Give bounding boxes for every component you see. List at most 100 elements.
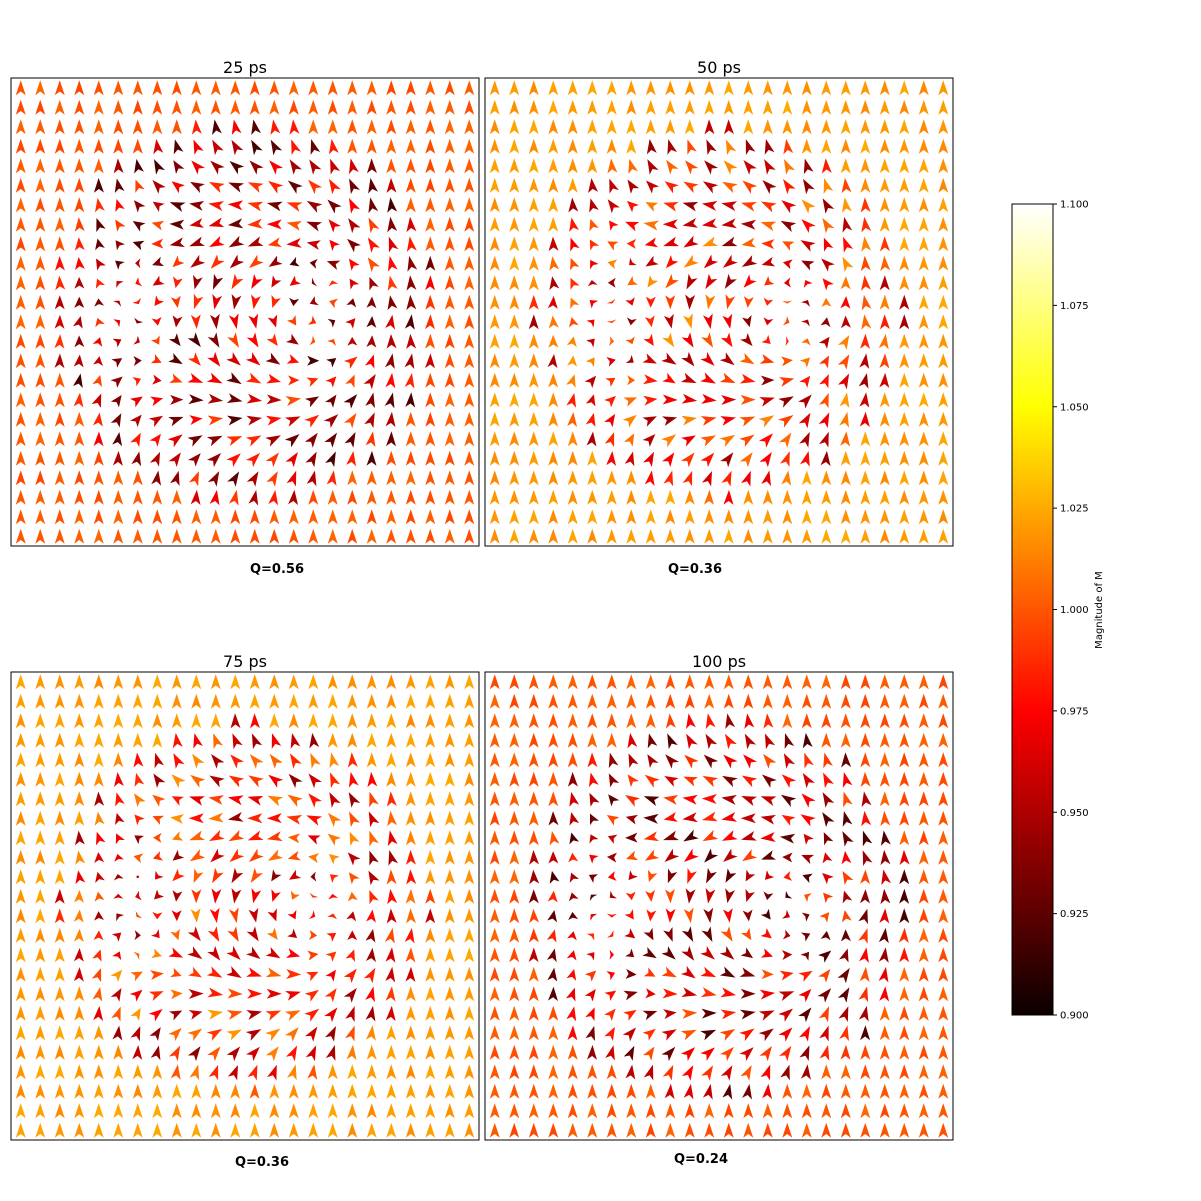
magnetization-arrow	[782, 693, 793, 709]
magnetization-arrow	[113, 509, 124, 525]
magnetization-arrow	[464, 275, 475, 291]
magnetization-arrow	[569, 217, 579, 232]
magnetization-arrow	[509, 849, 520, 865]
magnetization-arrow	[54, 810, 65, 826]
magnetization-arrow	[35, 849, 46, 865]
magnetization-arrow	[365, 431, 376, 447]
magnetization-arrow	[308, 179, 323, 195]
magnetization-arrow	[799, 375, 811, 388]
magnetization-arrow	[918, 528, 929, 544]
magnetization-arrow	[132, 1064, 143, 1080]
magnetization-arrow	[567, 80, 578, 96]
magnetization-arrow	[226, 1046, 241, 1062]
magnetization-arrow	[328, 853, 340, 865]
magnetization-arrow	[840, 1044, 851, 1060]
magnetization-arrow	[549, 831, 560, 846]
magnetization-arrow	[529, 869, 540, 885]
magnetization-arrow	[324, 1026, 337, 1042]
magnetization-arrow	[227, 332, 240, 348]
magnetization-arrow	[190, 254, 206, 268]
magnetization-arrow	[528, 693, 539, 709]
magnetization-arrow	[625, 297, 635, 306]
magnetization-arrow	[227, 471, 240, 487]
magnetization-arrow	[860, 431, 871, 447]
magnetization-arrow	[265, 1046, 279, 1062]
magnetization-arrow	[464, 314, 475, 330]
magnetization-arrow	[938, 1044, 949, 1060]
magnetization-arrow	[265, 1028, 281, 1042]
magnetization-arrow	[918, 674, 929, 690]
magnetization-arrow	[821, 258, 835, 272]
magnetization-arrow	[661, 946, 676, 960]
magnetization-arrow	[15, 908, 26, 924]
magnetization-arrow	[861, 314, 872, 330]
magnetization-arrow	[54, 849, 65, 865]
magnetization-arrow	[444, 99, 455, 115]
magnetization-arrow	[405, 1064, 416, 1080]
magnetization-arrow	[170, 967, 182, 978]
magnetization-arrow	[570, 257, 580, 271]
magnetization-arrow	[227, 200, 244, 211]
magnetization-arrow	[210, 674, 221, 690]
magnetization-arrow	[207, 926, 220, 942]
magnetization-arrow	[803, 279, 813, 288]
magnetization-arrow	[288, 773, 303, 789]
magnetization-arrow	[800, 951, 810, 961]
magnetization-arrow	[899, 1044, 910, 1060]
arrow-field	[489, 674, 949, 1138]
magnetization-arrow	[626, 99, 637, 115]
magnetization-arrow	[115, 219, 126, 232]
magnetization-arrow	[289, 256, 300, 267]
magnetization-arrow	[92, 987, 103, 1002]
magnetization-arrow	[548, 80, 559, 96]
magnetization-arrow	[803, 833, 814, 845]
magnetization-arrow	[444, 489, 455, 505]
magnetization-arrow	[230, 99, 241, 115]
magnetization-arrow	[93, 177, 104, 193]
magnetization-arrow	[822, 812, 835, 828]
magnetization-arrow	[172, 868, 185, 882]
magnetization-arrow	[172, 890, 183, 902]
magnetization-arrow	[366, 99, 377, 115]
magnetization-arrow	[35, 1064, 46, 1080]
magnetization-arrow	[35, 216, 46, 232]
magnetization-arrow	[328, 138, 339, 155]
magnetization-arrow	[54, 713, 65, 729]
magnetization-arrow	[405, 528, 416, 544]
magnetization-arrow	[567, 771, 578, 787]
magnetization-arrow	[667, 139, 678, 155]
magnetization-arrow	[386, 528, 397, 544]
magnetization-arrow	[587, 713, 598, 729]
magnetization-arrow	[171, 489, 182, 505]
magnetization-arrow	[681, 1065, 694, 1081]
magnetization-arrow	[366, 489, 377, 505]
magnetization-arrow	[444, 849, 455, 865]
magnetization-arrow	[569, 812, 580, 826]
colorbar-tick-label: 1.025	[1060, 504, 1089, 515]
magnetization-arrow	[405, 392, 416, 408]
magnetization-arrow	[327, 674, 338, 690]
magnetization-arrow	[762, 528, 773, 544]
magnetization-arrow	[665, 713, 676, 729]
magnetization-arrow	[719, 966, 736, 978]
magnetization-arrow	[586, 431, 597, 447]
magnetization-arrow	[528, 674, 539, 690]
magnetization-arrow	[309, 929, 318, 940]
magnetization-arrow	[348, 771, 359, 788]
magnetization-arrow	[628, 870, 638, 881]
magnetization-arrow	[187, 946, 203, 960]
magnetization-arrow	[93, 1025, 104, 1041]
magnetization-arrow	[626, 713, 637, 729]
magnetization-arrow	[743, 693, 754, 709]
magnetization-arrow	[528, 119, 539, 135]
magnetization-arrow	[226, 1010, 243, 1020]
magnetization-arrow	[840, 431, 851, 447]
magnetization-arrow	[348, 792, 361, 808]
magnetization-arrow	[528, 353, 539, 369]
magnetization-arrow	[348, 258, 360, 271]
magnetization-arrow	[918, 830, 929, 846]
magnetization-arrow	[405, 830, 416, 846]
magnetization-arrow	[93, 1122, 104, 1138]
magnetization-arrow	[607, 259, 618, 270]
magnetization-arrow	[938, 986, 949, 1002]
